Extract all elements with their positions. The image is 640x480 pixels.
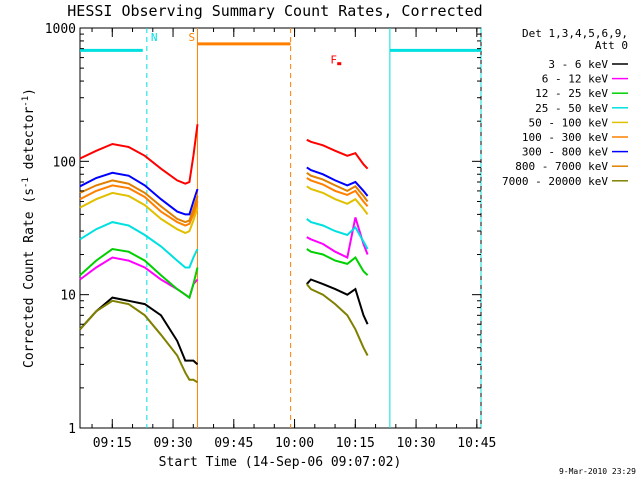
series-12-25-kev-seg1 xyxy=(79,247,199,300)
legend-label-7000-20000-kev: 7000 - 20000 keV xyxy=(502,175,608,188)
series-7000-20000-kev-seg2 xyxy=(306,283,369,356)
interval-marker-s: S xyxy=(189,31,196,44)
annotation-layer: N S F xyxy=(80,28,482,428)
y-tick-label: 1000 xyxy=(45,22,76,37)
x-tick-label: 10:30 xyxy=(397,436,436,451)
y-axis-label-part-2: detector xyxy=(22,107,37,178)
x-tick-label: 09:30 xyxy=(153,436,192,451)
plot-frame xyxy=(79,27,482,429)
x-tick-label: 09:45 xyxy=(214,436,253,451)
series-12-25-kev-seg2 xyxy=(306,248,369,276)
legend-label-3-6-kev: 3 - 6 keV xyxy=(548,58,608,71)
series-300-800-kev-seg2 xyxy=(306,166,369,197)
series-800-7000-kev-seg1 xyxy=(79,179,199,224)
legend-label-25-50-kev: 25 - 50 keV xyxy=(535,102,608,115)
series-100-300-kev-seg2 xyxy=(306,177,369,207)
y-tick-label: 10 xyxy=(60,289,76,304)
series-3-6-kev-seg2 xyxy=(306,278,369,325)
series-100-300-kev-seg1 xyxy=(79,184,199,227)
chart-title: HESSI Observing Summary Count Rates, Cor… xyxy=(67,2,482,20)
series-3-6-kev-seg1 xyxy=(79,296,199,366)
x-tick-label: 10:15 xyxy=(336,436,375,451)
x-tick-label: 09:15 xyxy=(93,436,132,451)
legend-label-300-800-kev: 300 - 800 keV xyxy=(522,146,608,159)
x-tick-label: 10:45 xyxy=(457,436,496,451)
y-axis-label: Corrected Count Rate (s-1 detector-1) xyxy=(21,88,37,368)
legend-label-50-100-kev: 50 - 100 keV xyxy=(529,116,609,129)
x-axis-label: Start Time (14-Sep-06 09:07:02) xyxy=(159,455,402,470)
series-100-mev-seg1 xyxy=(79,124,199,185)
legend-header-2: Att 0 xyxy=(595,39,628,52)
y-axis-label-part-3: ) xyxy=(22,88,37,96)
series-50-100-kev-seg1 xyxy=(79,191,199,235)
interval-marker-f: F xyxy=(330,54,337,67)
x-axis: 09:15 09:30 09:45 10:00 10:15 10:30 10:45 xyxy=(91,28,496,451)
legend-header-1: Det 1,3,4,5,6,9, xyxy=(522,27,628,40)
series-800-7000-kev-seg2 xyxy=(306,171,369,203)
series-50-100-kev-seg2 xyxy=(306,185,369,215)
y-tick-label: 100 xyxy=(53,155,76,170)
interval-marker-n: N xyxy=(151,31,158,44)
legend: Det 1,3,4,5,6,9, Att 0 3 - 6 keV 6 - 12 k… xyxy=(502,27,628,188)
legend-label-6-12-kev: 6 - 12 keV xyxy=(542,73,609,86)
generation-timestamp: 9-Mar-2010 23:29 xyxy=(559,467,636,476)
y-axis: 1 10 100 1000 xyxy=(45,22,481,437)
x-tick-label: 10:00 xyxy=(275,436,314,451)
y-axis-label-exp-1: -1 xyxy=(21,177,31,188)
series-100-mev-seg2 xyxy=(306,138,369,170)
series-layer xyxy=(79,124,369,384)
legend-label-12-25-kev: 12 - 25 keV xyxy=(535,87,608,100)
legend-label-100-300-kev: 100 - 300 keV xyxy=(522,131,608,144)
series-300-800-kev-seg1 xyxy=(79,171,199,216)
series-25-50-kev-seg1 xyxy=(79,221,199,269)
series-25-50-kev-seg2 xyxy=(306,218,369,250)
series-7000-20000-kev-seg1 xyxy=(79,299,199,384)
y-axis-label-part-1: Corrected Count Rate (s xyxy=(22,188,37,368)
y-axis-label-exp-2: -1 xyxy=(21,96,31,107)
y-tick-label: 1 xyxy=(68,422,76,437)
legend-label-800-7000-kev: 800 - 7000 keV xyxy=(515,160,608,173)
